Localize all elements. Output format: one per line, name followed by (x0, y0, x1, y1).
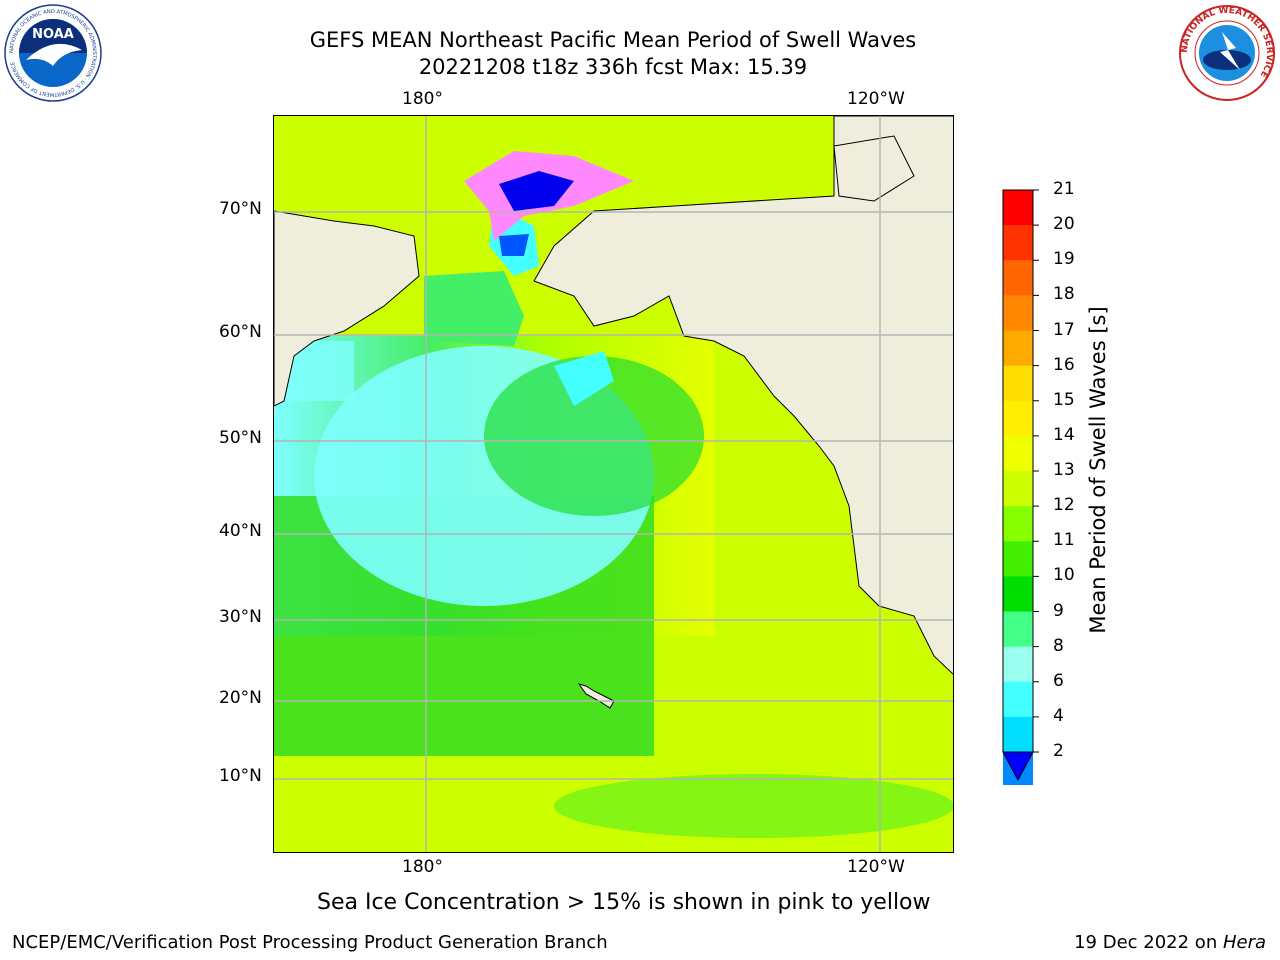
colorbar-segment (1003, 260, 1033, 296)
colorbar-tick-label: 20 (1053, 214, 1075, 235)
footer-date-text: 19 Dec 2022 on (1074, 932, 1223, 953)
map-subtitle: 20221208 t18z 336h fcst Max: 15.39 (418, 55, 808, 79)
lat-label-10n: 10°N (219, 766, 262, 786)
colorbar-tick-label: 8 (1053, 635, 1064, 656)
lat-label-40n: 40°N (219, 521, 262, 541)
footer-host: Hera (1222, 932, 1266, 953)
colorbar-segment (1003, 365, 1033, 402)
colorbar-tick-label: 17 (1053, 319, 1075, 340)
lon-label-bottom-180: 180° (402, 857, 443, 877)
colorbar-segment (1003, 400, 1033, 437)
colorbar-segment (1003, 295, 1033, 331)
sea-ice-core (499, 171, 574, 211)
colorbar-tick-label: 14 (1053, 424, 1075, 445)
lat-label-30n: 30°N (219, 607, 262, 627)
colorbar-tick-label: 4 (1053, 705, 1064, 726)
colorbar-tick-label: 9 (1053, 600, 1064, 621)
colorbar-label: Mean Period of Swell Waves [s] (1086, 306, 1110, 634)
colorbar-tick-label: 12 (1053, 495, 1075, 516)
colorbar-segment (1003, 506, 1033, 542)
footer-branch: NCEP/EMC/Verification Post Processing Pr… (12, 932, 608, 953)
sea-ice-caption: Sea Ice Concentration > 15% is shown in … (317, 890, 931, 915)
lon-label-bottom-120w: 120°W (847, 857, 905, 877)
north-america-land (533, 116, 953, 675)
graticule (274, 116, 953, 852)
colorbar-segment (1003, 576, 1033, 612)
colorbar-tick-label: 13 (1053, 460, 1075, 480)
colorbar-segment (1003, 330, 1033, 367)
colorbar-tick-label: 16 (1053, 354, 1075, 375)
colorbar-segment (1003, 611, 1033, 648)
siberia-land (274, 210, 420, 407)
colorbar-tick-label: 2 (1053, 741, 1064, 761)
noaa-logo-text: NOAA (32, 27, 74, 42)
colorbar-segment (1003, 681, 1033, 718)
nws-logo: NATIONAL WEATHER SERVICE (1178, 4, 1276, 102)
colorbar-tick-label: 19 (1053, 249, 1075, 270)
colorbar-segment (1003, 471, 1033, 507)
noaa-logo: NOAA NATIONAL OCEANIC AND ATMOSPHERIC AD… (4, 4, 102, 102)
lat-label-60n: 60°N (219, 322, 262, 342)
colorbar-tick-label: 15 (1053, 389, 1075, 410)
lat-label-70n: 70°N (219, 199, 262, 219)
gulf-of-alaska-water (554, 351, 614, 406)
arctic-island (833, 135, 915, 202)
map-title: GEFS MEAN Northeast Pacific Mean Period … (309, 28, 917, 52)
lon-label-top-120w: 120°W (847, 89, 905, 109)
colorbar-tick-label: 11 (1053, 530, 1075, 551)
colorbar-tick-label: 10 (1053, 565, 1075, 586)
lon-label-top-180: 180° (402, 89, 443, 109)
southern-swell-band (554, 774, 953, 838)
colorbar-tick-label: 6 (1053, 670, 1064, 691)
colorbar-segment (1003, 225, 1033, 261)
colorbar-segment (1003, 541, 1033, 577)
lat-label-20n: 20°N (219, 688, 262, 708)
colorbar-tick-label: 21 (1053, 179, 1075, 199)
map-panel (273, 115, 954, 853)
bering-sea (424, 271, 524, 346)
colorbar-tick-label: 18 (1053, 284, 1075, 305)
colorbar-segment (1003, 435, 1033, 472)
colorbar-segment (1003, 190, 1033, 226)
colorbar-segment (1003, 716, 1033, 753)
footer-date: 19 Dec 2022 on Hera (1074, 932, 1266, 953)
colorbar-segment (1003, 646, 1033, 683)
colorbar (1002, 189, 1039, 785)
lat-label-50n: 50°N (219, 428, 262, 448)
map-svg (274, 116, 953, 852)
mid-swell-patch (484, 356, 704, 516)
